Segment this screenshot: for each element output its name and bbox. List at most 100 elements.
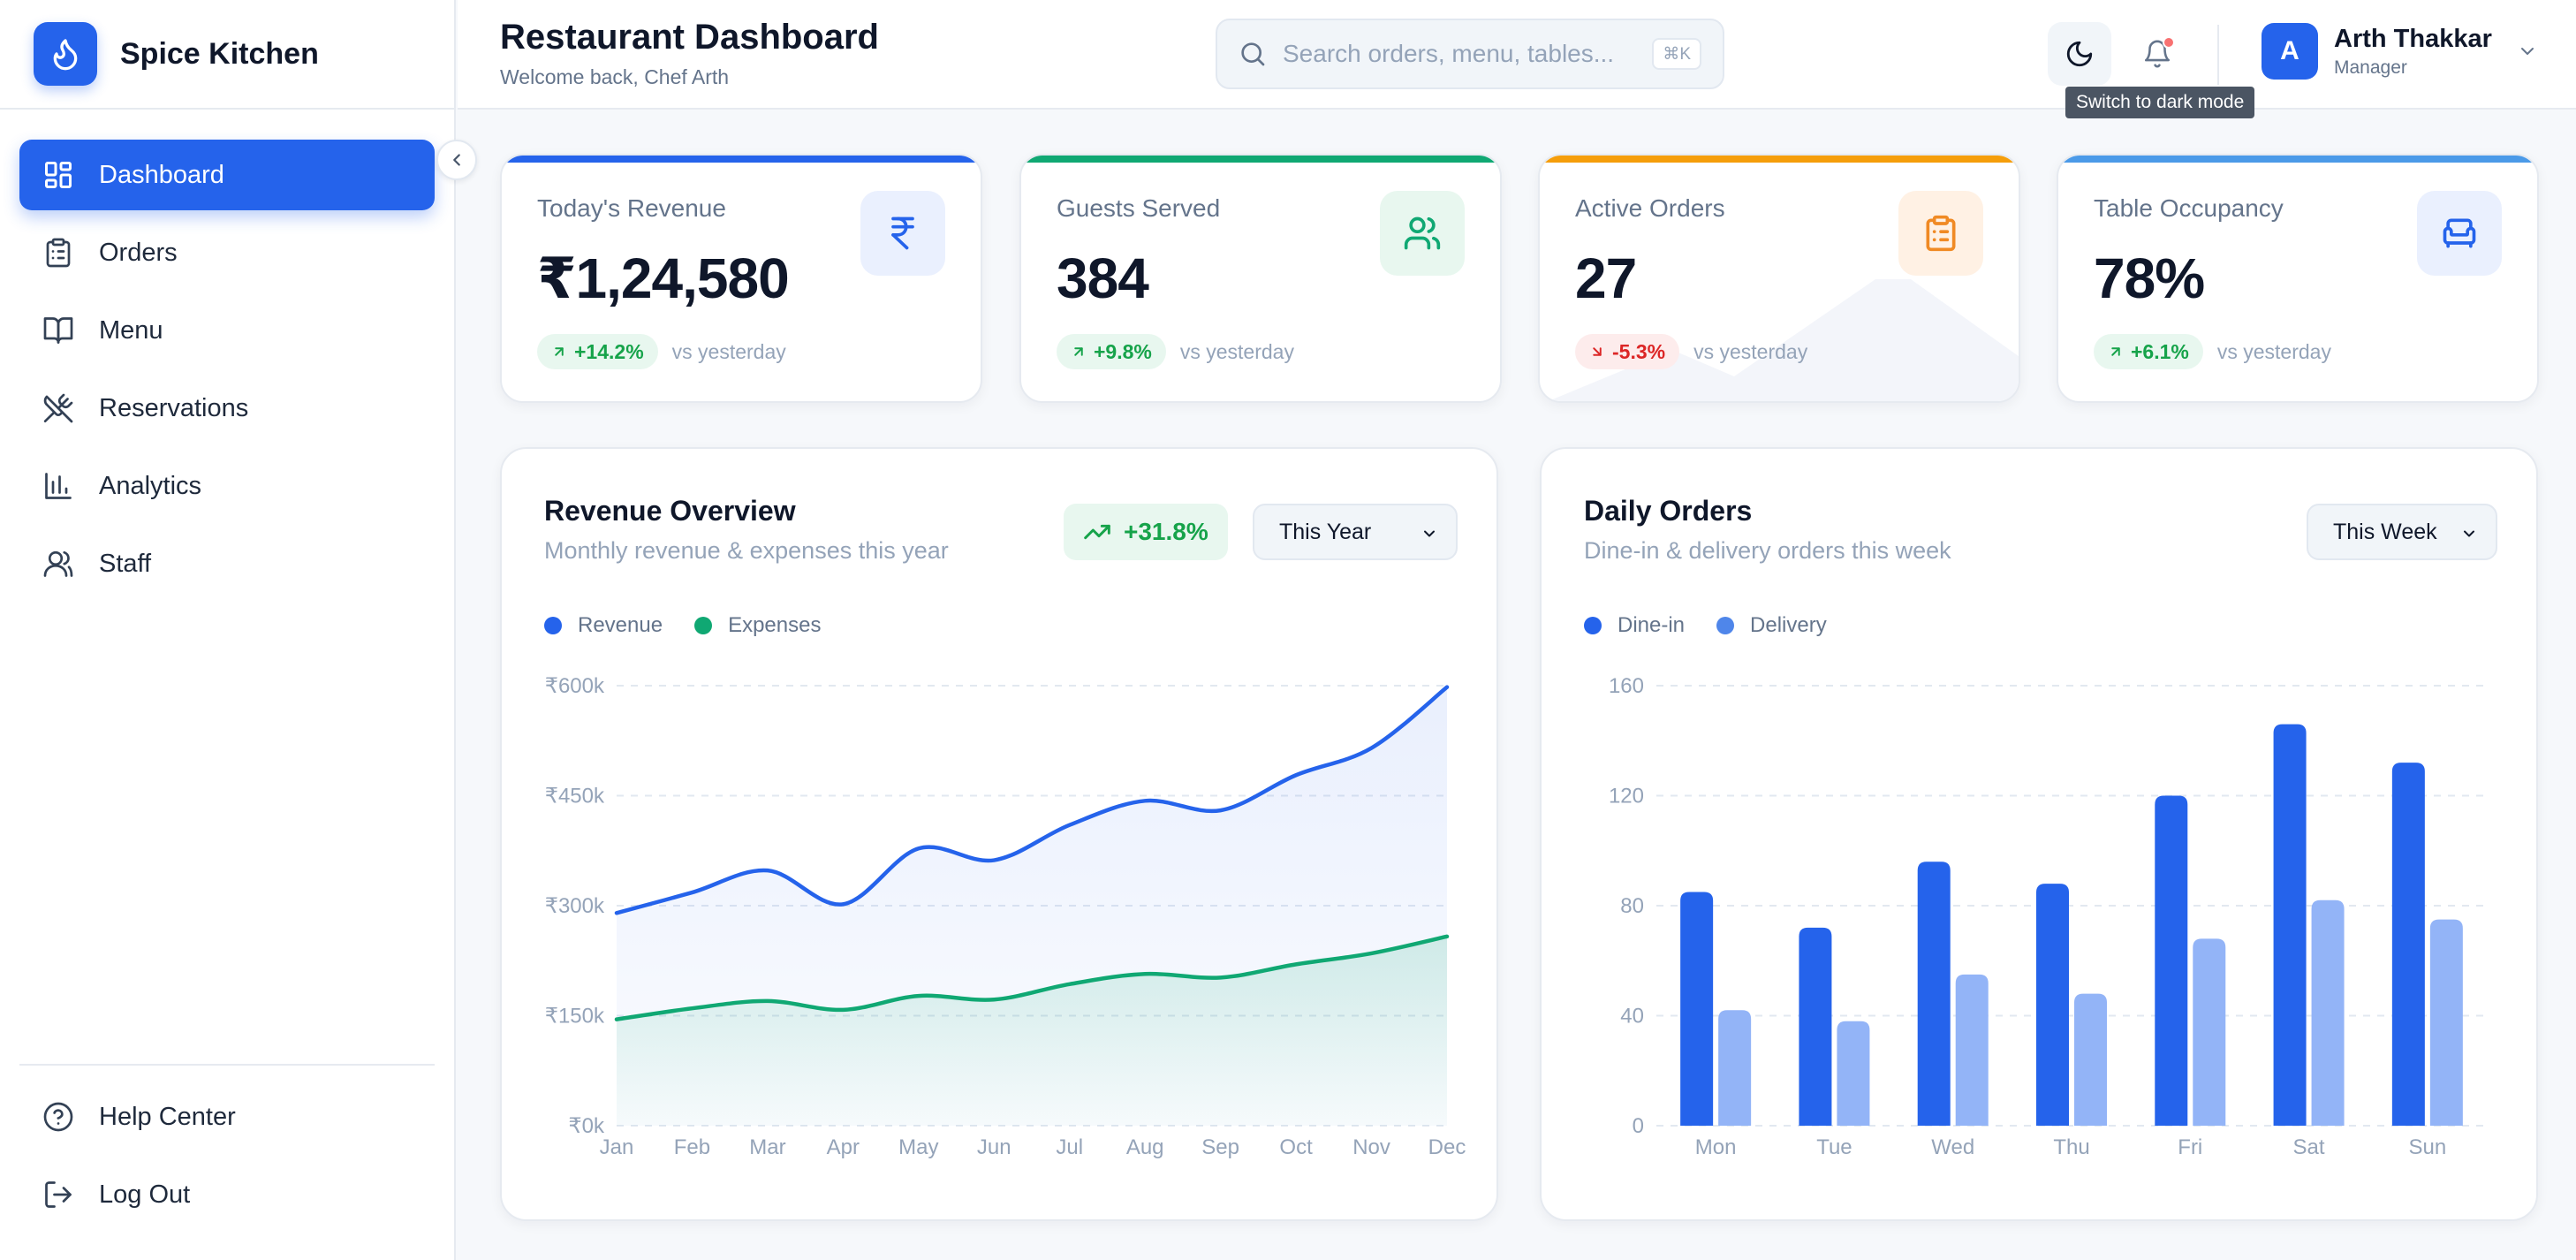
avatar: A: [2262, 23, 2318, 80]
legend-label: Dine-in: [1618, 613, 1686, 637]
clipboard-list-icon: [1898, 191, 1983, 276]
change-badge: +14.2%: [537, 334, 658, 369]
compare-text: vs yesterday: [671, 339, 786, 363]
arrow-up-right-icon: [555, 347, 564, 356]
card-accent-bar: [1540, 156, 2019, 163]
x-tick-label: Jul: [1056, 1135, 1083, 1159]
expenses-line: [614, 934, 1450, 1021]
stat-card-guests: Guests Served 384 +9.8% vs yesterday: [1019, 154, 1502, 403]
sidebar-item-menu[interactable]: Menu: [19, 295, 435, 366]
x-tick-label: Jun: [977, 1135, 1011, 1159]
revenue-area-chart: ₹0k ₹150k ₹300k ₹450k ₹600k Jan Feb Mar Apr May Ju…: [545, 674, 1466, 1159]
dine-in-bar: [2155, 795, 2188, 1126]
sidebar-item-dashboard[interactable]: Dashboard: [19, 140, 435, 210]
sidebar-item-reservations[interactable]: Reservations: [19, 373, 435, 444]
x-tick-label: Fri: [2178, 1135, 2202, 1159]
x-tick-label: Sep: [1201, 1135, 1239, 1159]
legend-item-revenue[interactable]: Revenue: [544, 613, 663, 638]
x-tick-label: Mon: [1695, 1135, 1737, 1159]
log-out-icon: [41, 1177, 76, 1212]
sidebar-item-staff[interactable]: Staff: [19, 528, 435, 599]
utensils-crossed-icon: [41, 391, 76, 426]
revenue-line: [614, 685, 1450, 915]
user-menu[interactable]: A Arth Thakkar Manager: [2262, 23, 2538, 80]
user-info: Arth Thakkar Manager: [2334, 25, 2492, 79]
collapse-sidebar-button[interactable]: [436, 140, 477, 180]
help-circle-icon: [41, 1099, 76, 1135]
x-tick-label: Oct: [1279, 1135, 1313, 1159]
dine-in-bar: [2036, 884, 2069, 1126]
chevron-down-icon: [2464, 530, 2474, 537]
card-accent-bar: [1021, 156, 1500, 163]
stat-card-revenue: Today's Revenue ₹1,24,580 +14.2% vs yest…: [500, 154, 982, 403]
page-subtitle: Welcome back, Chef Arth: [500, 65, 730, 88]
select-value: This Week: [2333, 519, 2437, 544]
stat-value: ₹1,24,580: [537, 247, 790, 310]
revenue-period-select[interactable]: This Year: [1253, 504, 1458, 560]
page-title: Restaurant Dashboard: [500, 18, 879, 57]
arrow-down-right-icon: [1593, 347, 1602, 356]
sidebar-item-log-out[interactable]: Log Out: [19, 1159, 435, 1230]
orders-period-select[interactable]: This Week: [2307, 504, 2497, 560]
legend-dot: [1584, 617, 1602, 634]
stat-footer: +9.8% vs yesterday: [1057, 334, 1294, 369]
stat-footer: +6.1% vs yesterday: [2094, 334, 2331, 369]
legend-item-expenses[interactable]: Expenses: [694, 613, 821, 638]
trend-value: +31.8%: [1124, 518, 1208, 545]
legend-label: Revenue: [578, 613, 663, 637]
change-badge: +9.8%: [1057, 334, 1166, 369]
change-value: -5.3%: [1612, 339, 1666, 363]
delivery-bar: [2074, 993, 2107, 1126]
stat-card-active-orders: Active Orders 27 -5.3% vs yesterday: [1538, 154, 2020, 403]
stat-value: 27: [1575, 247, 1637, 310]
compare-text: vs yesterday: [1693, 339, 1808, 363]
sidebar-item-orders[interactable]: Orders: [19, 217, 435, 288]
stat-label: Active Orders: [1575, 194, 1725, 222]
rupee-icon: [860, 191, 945, 276]
sidebar-item-label: Menu: [99, 315, 163, 345]
sidebar-item-label: Reservations: [99, 393, 249, 422]
y-tick-label: 120: [1609, 785, 1644, 808]
notifications-button[interactable]: [2125, 22, 2189, 86]
change-badge: -5.3%: [1575, 334, 1680, 369]
card-title: Revenue Overview: [544, 495, 796, 527]
x-tick-label: May: [898, 1135, 938, 1159]
sidebar-item-label: Orders: [99, 238, 178, 267]
card-accent-bar: [502, 156, 981, 163]
chevron-down-icon: [2517, 41, 2538, 62]
x-tick-label: Aug: [1126, 1135, 1164, 1159]
brand: Spice Kitchen: [0, 0, 456, 110]
search-bar[interactable]: ⌘K: [1216, 19, 1724, 89]
y-tick-label: ₹150k: [545, 1005, 605, 1028]
legend-dot: [1716, 617, 1735, 634]
stat-footer: +14.2% vs yesterday: [537, 334, 786, 369]
change-value: +9.8%: [1094, 339, 1152, 363]
legend-label: Expenses: [728, 613, 822, 637]
users-icon: [1380, 191, 1465, 276]
stat-footer: -5.3% vs yesterday: [1575, 334, 1807, 369]
dine-in-bar: [1799, 927, 1832, 1126]
card-accent-bar: [2058, 156, 2537, 163]
revenue-overview-card: Revenue Overview Monthly revenue & expen…: [500, 447, 1498, 1221]
legend-label: Delivery: [1750, 613, 1827, 637]
theme-tooltip: Switch to dark mode: [2065, 87, 2255, 118]
book-open-icon: [41, 313, 76, 348]
bar-chart-icon: [41, 468, 76, 504]
sidebar-item-help-center[interactable]: Help Center: [19, 1082, 435, 1152]
x-tick-label: Feb: [674, 1135, 710, 1159]
search-input[interactable]: [1283, 40, 1636, 68]
change-value: +14.2%: [574, 339, 644, 363]
chart-legend: Revenue Expenses: [544, 613, 852, 638]
flame-icon[interactable]: [34, 22, 97, 86]
delivery-bar: [1955, 974, 1989, 1126]
change-badge: +6.1%: [2094, 334, 2203, 369]
sidebar-item-analytics[interactable]: Analytics: [19, 451, 435, 521]
delivery-bar: [2311, 899, 2345, 1126]
notification-dot: [2163, 36, 2175, 49]
legend-item-delivery[interactable]: Delivery: [1716, 613, 1827, 638]
compare-text: vs yesterday: [1179, 339, 1294, 363]
stat-label: Today's Revenue: [537, 194, 726, 222]
theme-toggle-button[interactable]: [2048, 22, 2111, 86]
legend-item-dine-in[interactable]: Dine-in: [1584, 613, 1685, 638]
x-tick-label: Apr: [827, 1135, 860, 1159]
